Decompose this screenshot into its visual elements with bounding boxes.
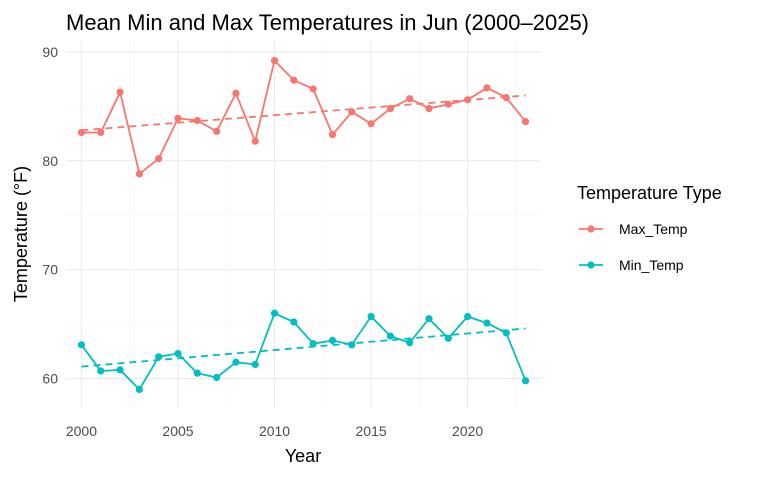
trend-line-min-temp bbox=[81, 327, 526, 368]
x-tick-label: 2020 bbox=[452, 423, 483, 439]
legend-title: Temperature Type bbox=[577, 183, 722, 203]
data-point bbox=[309, 340, 317, 348]
legend-key-point bbox=[587, 225, 595, 233]
legend-item: Max_Temp bbox=[579, 221, 688, 237]
data-point bbox=[135, 385, 143, 394]
data-point bbox=[406, 339, 414, 347]
data-point bbox=[213, 373, 221, 382]
legend-items: Max_Temp Min_Temp bbox=[579, 221, 688, 273]
data-point bbox=[174, 349, 182, 358]
data-point bbox=[464, 312, 472, 321]
data-point bbox=[270, 57, 279, 65]
data-point bbox=[328, 131, 337, 139]
data-point bbox=[483, 84, 491, 92]
data-point bbox=[290, 318, 298, 326]
data-point bbox=[135, 170, 143, 178]
data-point bbox=[386, 104, 394, 113]
data-point bbox=[77, 341, 86, 349]
data-point bbox=[97, 367, 105, 375]
data-point bbox=[444, 100, 452, 108]
data-point bbox=[406, 95, 414, 103]
tick-labels: 2000 2005 2010 2015 2020 60 70 80 90 bbox=[42, 44, 483, 439]
data-point bbox=[251, 137, 259, 145]
legend: Temperature Type Max_Temp Min_Temp bbox=[577, 183, 722, 273]
data-point bbox=[309, 85, 317, 93]
data-point bbox=[348, 108, 356, 116]
x-tick-label: 2010 bbox=[259, 423, 290, 439]
trend-line-max-temp bbox=[81, 94, 526, 132]
x-tick-label: 2015 bbox=[356, 423, 387, 439]
series-line-min-temp bbox=[80, 312, 527, 391]
trend-lines bbox=[81, 94, 526, 368]
data-point bbox=[97, 128, 105, 137]
data-point bbox=[483, 319, 491, 327]
series-line-max-temp bbox=[81, 59, 527, 175]
data-point bbox=[425, 315, 433, 323]
data-point bbox=[251, 360, 259, 369]
data-point bbox=[116, 88, 124, 96]
data-point bbox=[367, 120, 375, 128]
data-point bbox=[116, 366, 124, 374]
data-point bbox=[174, 114, 182, 122]
y-tick-label: 70 bbox=[42, 262, 58, 278]
data-point bbox=[232, 358, 240, 366]
y-tick-label: 90 bbox=[42, 44, 58, 60]
data-point bbox=[386, 332, 394, 340]
data-point bbox=[521, 117, 530, 126]
series-lines bbox=[77, 57, 530, 394]
data-point bbox=[77, 128, 86, 137]
x-tick-label: 2000 bbox=[66, 423, 97, 439]
x-tick-label: 2005 bbox=[162, 423, 193, 439]
legend-label: Max_Temp bbox=[619, 221, 688, 237]
data-point bbox=[348, 341, 356, 349]
legend-label: Min_Temp bbox=[619, 257, 684, 273]
legend-item: Min_Temp bbox=[579, 257, 684, 273]
chart-title: Mean Min and Max Temperatures in Jun (20… bbox=[66, 10, 589, 35]
data-point bbox=[270, 309, 279, 317]
data-point bbox=[328, 336, 337, 345]
legend-key-point bbox=[587, 261, 595, 269]
data-point bbox=[367, 312, 375, 321]
data-point bbox=[502, 329, 510, 337]
data-point bbox=[425, 104, 433, 113]
grid bbox=[66, 41, 541, 408]
data-point bbox=[213, 127, 221, 135]
y-tick-label: 80 bbox=[42, 153, 58, 169]
data-point bbox=[155, 353, 163, 361]
data-point bbox=[464, 96, 472, 104]
data-point bbox=[521, 377, 530, 385]
x-axis-title: Year bbox=[285, 446, 321, 466]
data-point bbox=[502, 94, 510, 102]
data-point bbox=[193, 369, 201, 377]
data-point bbox=[290, 76, 298, 84]
data-point bbox=[193, 116, 201, 125]
data-point bbox=[155, 155, 163, 163]
data-point bbox=[232, 89, 240, 97]
data-point bbox=[444, 334, 452, 342]
y-axis-title: Temperature (°F) bbox=[11, 166, 31, 302]
y-tick-label: 60 bbox=[42, 371, 58, 387]
